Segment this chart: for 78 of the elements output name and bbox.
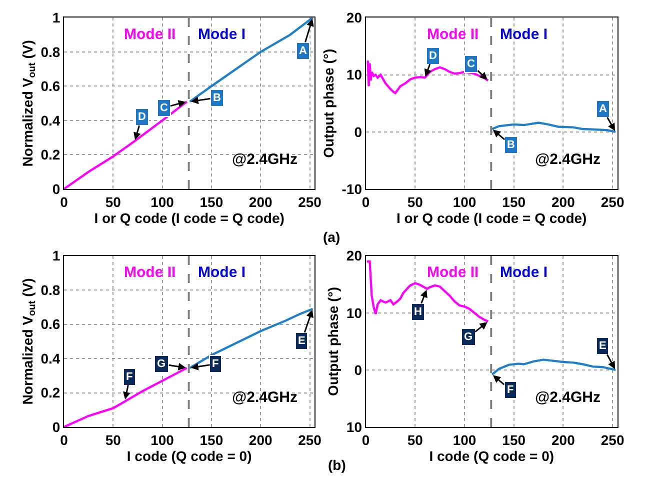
x-tick-label: 100	[452, 194, 476, 210]
x-tick-label: 200	[248, 432, 272, 448]
x-tick-label: 150	[502, 194, 526, 210]
y-tick-label: 1	[52, 10, 60, 26]
annotation: A	[599, 103, 607, 115]
annotation: Mode I	[198, 264, 246, 281]
x-axis-title: I code (Q code = 0)	[126, 448, 252, 464]
y-tick-label: 1	[52, 248, 60, 264]
y-tick-label: 0.8	[40, 44, 60, 60]
text: (a)	[323, 229, 340, 245]
x-axis-title: I or Q code (I code = Q code)	[396, 210, 587, 226]
annotation: B	[507, 139, 515, 151]
y-tick-label: 20	[346, 248, 362, 264]
annotation: G	[157, 358, 166, 370]
x-tick-label: 250	[600, 432, 624, 448]
x-tick-label: 150	[200, 432, 224, 448]
y-tick-label: 0	[354, 362, 362, 378]
y-tick-label: 0.6	[40, 316, 60, 332]
y-axis-title: Output phase (°)	[320, 48, 336, 158]
annotation: E	[298, 335, 306, 347]
y-tick-label: -10	[342, 180, 362, 197]
x-tick-label: 200	[552, 194, 576, 210]
text: (b)	[328, 457, 346, 473]
annotation: E	[599, 340, 606, 352]
annotation: D	[138, 111, 146, 123]
y-tick-label: 0.4	[40, 112, 60, 128]
y-tick-label: 0.2	[40, 146, 60, 163]
x-tick-label: 50	[105, 432, 122, 448]
annotation: Mode II	[427, 264, 479, 281]
y-tick-label: 10	[346, 418, 362, 435]
annotation: Mode I	[198, 26, 246, 43]
x-axis-title: I code (Q code = 0)	[429, 448, 554, 464]
line-series	[64, 100, 188, 189]
y-tick-label: 0	[52, 180, 60, 197]
annotation: @2.4GHz	[535, 389, 600, 406]
y-tick-label: 10	[346, 66, 362, 83]
y-tick-label: 0	[354, 124, 362, 140]
annotation: A	[299, 45, 307, 57]
y-tick-label: 0.4	[40, 350, 60, 366]
x-tick-label: 200	[248, 194, 272, 210]
y-tick-label: 20	[346, 10, 362, 26]
x-tick-label: 200	[552, 432, 576, 448]
line-series	[188, 18, 314, 103]
annotation: Mode II	[427, 26, 479, 43]
annotation: C	[467, 58, 475, 70]
annotation: B	[213, 92, 221, 104]
y-tick-label: 10	[346, 304, 362, 321]
annotation: @2.4GHz	[535, 151, 600, 168]
x-tick-label: 250	[298, 432, 322, 448]
annotation: @2.4GHz	[232, 151, 298, 168]
annotation: Mode II	[124, 264, 176, 281]
annotation: @2.4GHz	[232, 389, 298, 406]
x-tick-label: 100	[150, 432, 174, 448]
annotation: H	[414, 306, 422, 318]
annotation: Mode I	[500, 264, 548, 281]
annotation: G	[464, 331, 473, 343]
annotation: F	[126, 371, 133, 383]
x-tick-label: 50	[105, 194, 122, 210]
x-tick-label: 50	[407, 194, 424, 210]
x-tick-label: 250	[600, 194, 624, 210]
x-tick-label: 50	[407, 432, 424, 448]
annotation: D	[429, 50, 437, 62]
x-tick-label: 100	[150, 194, 174, 210]
annotation: F	[212, 358, 219, 370]
annotation: F	[507, 384, 514, 396]
y-axis-title: Output phase (°)	[325, 286, 342, 396]
annotation: C	[160, 102, 168, 114]
y-tick-label: 0.6	[40, 78, 60, 94]
annotation: Mode II	[124, 26, 176, 43]
y-tick-label: 0	[52, 418, 60, 435]
x-tick-label: 150	[502, 432, 526, 448]
y-tick-label: 0.8	[40, 282, 60, 298]
x-tick-label: 150	[200, 194, 224, 210]
x-tick-label: 100	[452, 432, 476, 448]
annotation: Mode I	[500, 26, 548, 43]
x-axis-title: I or Q code (I code = Q code)	[94, 210, 284, 226]
x-tick-label: 250	[298, 194, 322, 210]
y-tick-label: 0.2	[40, 384, 60, 401]
